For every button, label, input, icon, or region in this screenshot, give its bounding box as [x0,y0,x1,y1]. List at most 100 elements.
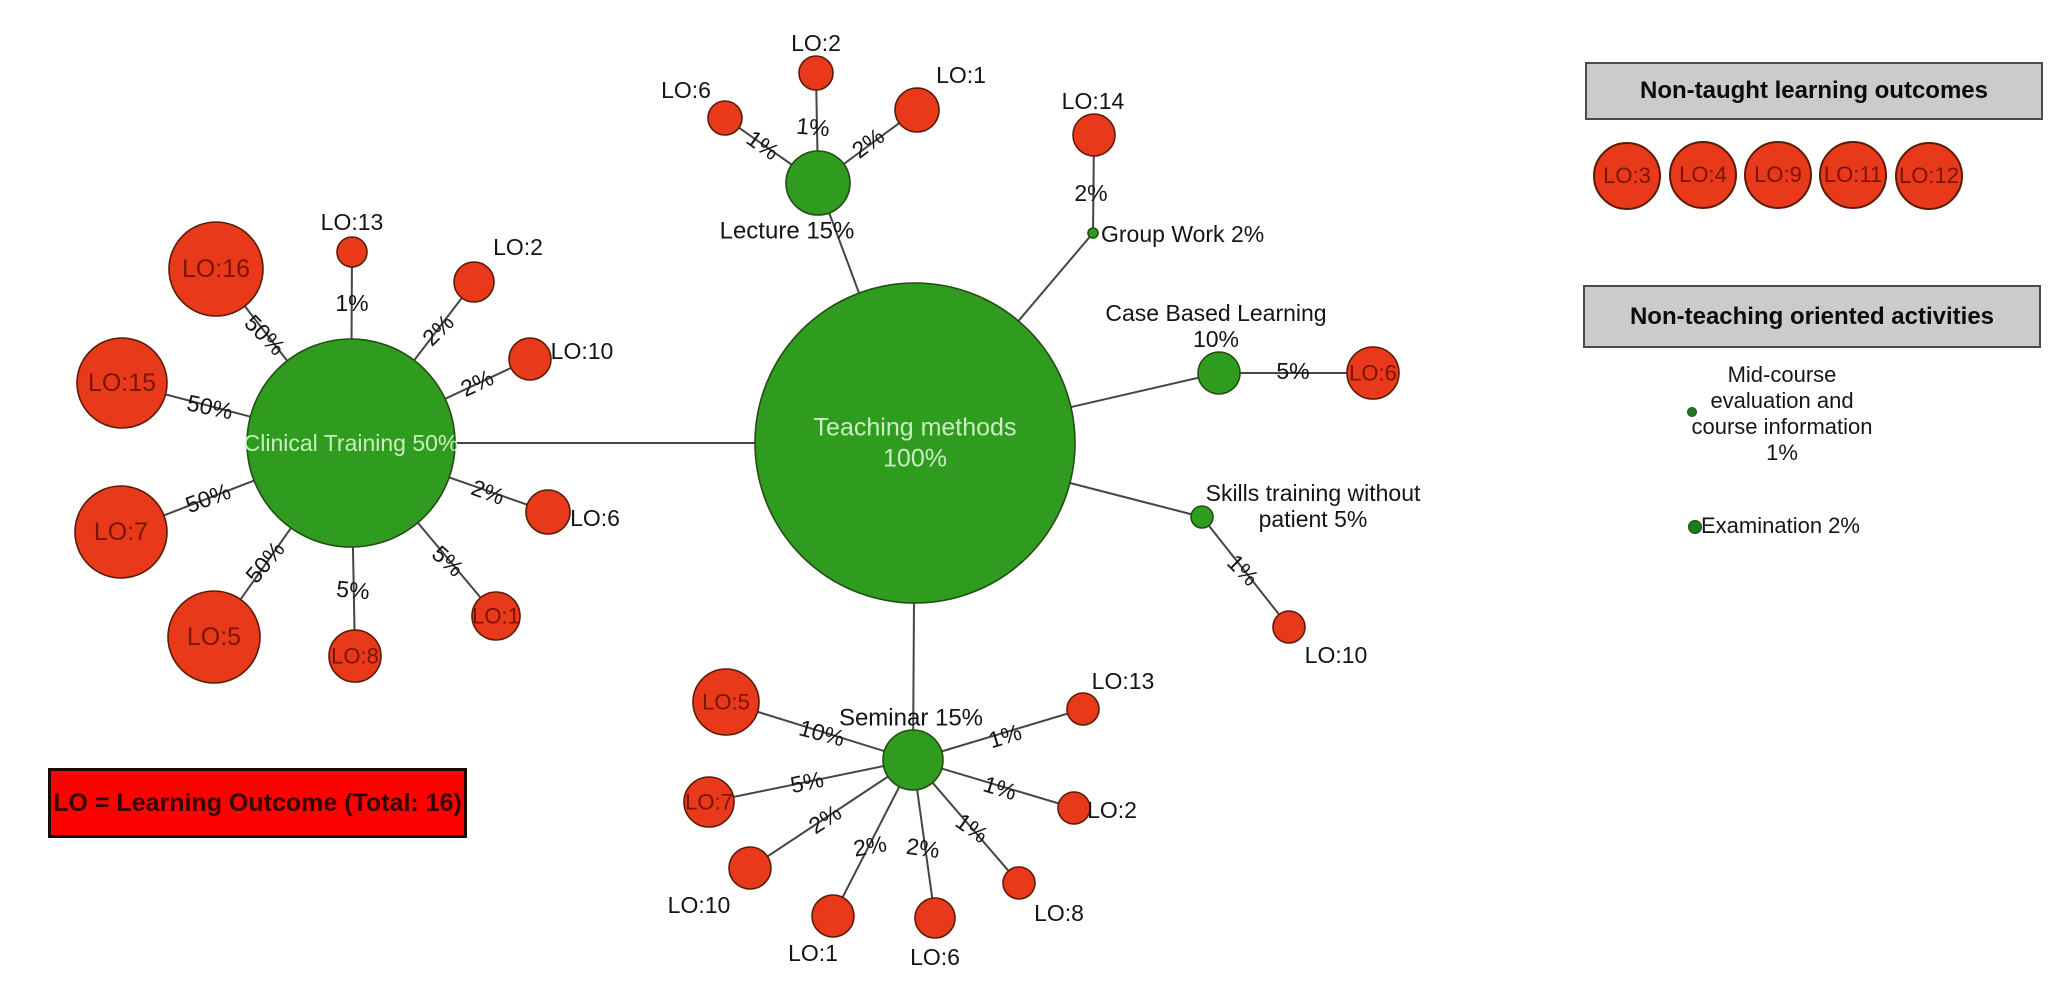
legend-box: LO = Learning Outcome (Total: 16) [48,768,467,838]
node-label-gw-lo14-0: LO:14 [1062,88,1125,114]
edge-label-sem-sem-lo10: 2% [804,799,846,839]
non-teaching-text-0-line-3: 1% [1766,440,1798,465]
node-label-skl-1: patient 5% [1259,506,1368,532]
node-label-skl-0: Skills training without [1206,480,1421,506]
non-teaching-text-0-line-0: Mid-course [1727,362,1837,387]
non-teaching-panel-title: Non-teaching oriented activities [1629,302,1995,330]
node-label-tm-0: Teaching methods [814,414,1017,442]
edge-label-lec-lec-lo2: 1% [795,113,830,142]
edge-label-gw-gw-lo14: 2% [1074,180,1107,206]
node-label-sem-lo1-0: LO:1 [788,940,838,966]
edge-label-ct-ct-lo7: 50% [182,478,234,518]
edge-label-sem-sem-lo6: 2% [905,833,942,863]
node-cbl [1197,351,1241,395]
node-ct-lo16 [168,221,264,317]
node-sem-lo7 [683,776,735,828]
node-label-cbl-lo6: LO:6 [1349,361,1397,386]
node-ct-lo1 [471,591,521,641]
non-taught-circle-lo3: LO:3 [1593,142,1661,210]
non-teaching-panel-header: Non-teaching oriented activities [1583,285,2041,348]
node-label-cbl-0: Case Based Learning [1105,300,1326,326]
non-teaching-text-1: Examination 2% [1701,513,1860,539]
node-label-gw-0: Group Work 2% [1101,221,1264,247]
edge-label-ct-ct-lo2: 2% [417,309,459,351]
node-skl-lo10 [1272,610,1306,644]
node-gw-lo14 [1072,113,1116,157]
node-label-ct-lo15: LO:15 [88,369,156,397]
edge-label-ct-ct-lo6: 2% [468,474,508,510]
non-teaching-text-0-line-1: evaluation and [1710,388,1854,413]
node-sem-lo13 [1066,692,1100,726]
non-taught-circle-lo4: LO:4 [1669,141,1737,209]
node-label-ct-lo5: LO:5 [187,623,241,651]
nodes [74,55,1400,939]
node-label-sem-lo8-0: LO:8 [1034,900,1084,926]
node-sem-lo10 [728,846,772,890]
non-teaching-dot-1 [1688,520,1702,534]
node-label-ct-lo8: LO:8 [331,644,379,669]
edge-label-ct-ct-lo15: 50% [185,389,235,424]
node-label-ct-0: Clinical Training 50% [244,430,459,456]
node-label-lec-lo1-0: LO:1 [936,62,986,88]
node-label-lec-0: Lecture 15% [720,218,855,245]
node-sem [882,729,944,791]
non-teaching-text-1-line-0: Examination 2% [1701,513,1860,538]
node-label-sem-lo7: LO:7 [685,790,733,815]
non-taught-panel-title: Non-taught learning outcomes [1640,77,1988,104]
non-taught-circle-lo12: LO:12 [1895,142,1963,210]
node-label-lec-lo6-0: LO:6 [661,77,711,103]
edge-label-sem-sem-lo2: 1% [980,771,1019,806]
edge-label-cbl-cbl-lo6: 5% [1276,358,1309,384]
non-teaching-text-0-line-2: course information [1691,414,1873,439]
node-ct-lo10 [508,337,552,381]
node-label-ct-lo2-0: LO:2 [493,234,543,260]
non-taught-circle-lo11: LO:11 [1819,141,1887,209]
node-label-cbl-1: 10% [1193,326,1239,352]
edge-label-sem-sem-lo13: 1% [985,719,1024,754]
node-label-ct-lo10-0: LO:10 [551,338,614,364]
node-cbl-lo6 [1346,346,1400,400]
edge-label-sem-sem-lo1: 2% [851,830,888,861]
node-ct-lo6 [525,489,571,535]
node-label-sem-lo2-0: LO:2 [1087,797,1137,823]
edge-label-skl-skl-lo10: 1% [1222,549,1264,591]
node-labels: Teaching methods 100% Clinical Training 50… [88,30,1421,970]
non-teaching-text-0: Mid-course evaluation and course informati… [1622,362,1942,466]
edge-label-ct-ct-lo10: 2% [456,364,497,402]
node-lec-lo6 [707,100,743,136]
node-lec-lo1 [894,87,940,133]
node-label-ct-lo13-0: LO:13 [321,209,384,235]
node-gw [1087,227,1099,239]
node-ct-lo15 [76,337,168,429]
node-ct-lo2 [453,261,495,303]
node-label-lec-lo2-0: LO:2 [791,30,841,56]
node-label-ct-lo6-0: LO:6 [570,505,620,531]
node-label-tm-1: 100% [883,445,947,473]
non-taught-panel-header: Non-taught learning outcomes [1585,62,2043,120]
legend-text: LO = Learning Outcome (Total: 16) [53,788,462,817]
node-label-ct-lo16: LO:16 [182,255,250,283]
node-skl [1190,505,1214,529]
node-tm [754,282,1076,604]
node-lec [785,150,851,216]
node-label-sem-0: Seminar 15% [839,705,983,732]
node-label-skl-lo10-0: LO:10 [1305,642,1368,668]
node-label-sem-lo10-0: LO:10 [668,892,731,918]
node-sem-lo5 [692,668,760,736]
node-ct-lo8 [328,629,382,683]
edge-label-sem-sem-lo8: 1% [951,808,993,848]
node-label-ct-lo1: LO:1 [472,604,520,629]
edge-sem-sem-lo7 [708,759,914,803]
edge-sem-sem-lo10 [749,759,914,869]
node-label-ct-lo7: LO:7 [94,518,148,546]
node-ct-lo13 [336,236,368,268]
node-label-sem-lo5: LO:5 [702,690,750,715]
edge-label-ct-ct-lo16: 50% [240,310,291,361]
node-sem-lo8 [1002,866,1036,900]
edge-label-ct-ct-lo13: 1% [335,290,368,316]
node-label-sem-lo13-0: LO:13 [1092,668,1155,694]
node-sem-lo6 [914,897,956,939]
edge-label-sem-sem-lo7: 5% [788,766,826,798]
node-lec-lo2 [798,55,834,91]
